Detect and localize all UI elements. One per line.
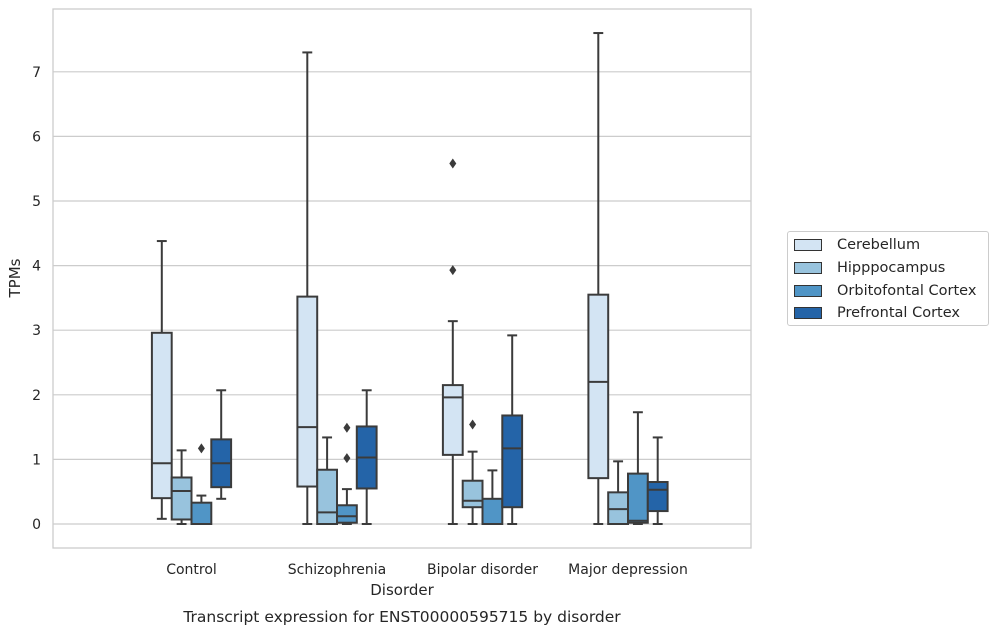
box-body [461,479,484,509]
legend-label-hippocampus: Hipppocampus [837,260,946,276]
box-body [587,293,610,480]
outlier-point [449,265,457,276]
legend-swatch-cerebellum [794,239,822,251]
box-cerebellum-1 [296,51,319,525]
x-tick-label-control: Control [166,562,217,578]
outlier-point [197,443,205,454]
legend-item-prefrontal-cortex: Prefrontal Cortex [794,304,960,322]
box-body [336,504,358,524]
y-axis-label: TPMs [6,258,24,298]
y-tick-label-5: 5 [32,194,41,210]
box-cerebellum-3 [587,32,610,525]
box-body [441,384,464,456]
x-tick-labels: Control Schizophrenia Bipolar disorder Majo… [166,562,688,578]
legend-swatch-prefrontal-cortex [794,307,822,319]
box-body [316,468,339,525]
box-cerebellum-2 [441,158,464,525]
box-prefrontal-cortex-0 [210,389,233,500]
legend-item-cerebellum: Cerebellum [794,236,920,254]
legend-label-orbitofrontal-cortex: Orbitofontal Cortex [837,283,977,299]
y-tick-label-1: 1 [32,452,41,468]
x-tick-label-major-depression: Major depression [568,562,688,578]
box-body [296,295,319,488]
outlier-point [343,453,351,464]
box-prefrontal-cortex-1 [355,389,378,525]
legend-swatch-hippocampus [794,262,822,274]
y-tick-label-0: 0 [32,517,41,533]
y-tick-labels: 0 1 2 3 4 5 6 7 [32,65,41,533]
box-hipppocampus-1 [316,436,339,525]
x-tick-label-schizophrenia: Schizophrenia [288,562,386,578]
y-tick-label-3: 3 [32,323,41,339]
box-hipppocampus-3 [607,460,630,526]
legend-item-orbitofrontal-cortex: Orbitofontal Cortex [794,282,976,300]
y-tick-label-2: 2 [32,388,41,404]
x-axis-label: Disorder [370,581,434,599]
box-body [501,414,524,509]
legend-label-prefrontal-cortex: Prefrontal Cortex [837,305,960,321]
box-prefrontal-cortex-3 [646,436,669,525]
box-orbitofontal-cortex-0 [190,443,213,526]
box-cerebellum-0 [150,240,173,520]
y-tick-label-4: 4 [32,259,41,275]
box-body [170,476,193,521]
box-body [627,472,649,524]
box-body [646,481,669,513]
legend: Cerebellum Hipppocampus Orbitofontal Cor… [787,231,989,326]
outlier-point [343,422,351,433]
chart-title: Transcript expression for ENST0000059571… [182,608,621,626]
outlier-point [449,158,457,169]
box-body [190,501,213,526]
y-tick-label-6: 6 [32,129,41,145]
box-orbitofontal-cortex-1 [336,422,358,525]
y-tick-label-7: 7 [32,65,41,81]
box-body [150,331,173,500]
legend-label-cerebellum: Cerebellum [837,237,921,253]
box-hipppocampus-2 [461,419,484,525]
box-prefrontal-cortex-2 [501,334,524,525]
legend-item-hippocampus: Hipppocampus [794,259,945,277]
box-body [481,497,504,525]
box-orbitofontal-cortex-2 [481,469,504,525]
box-series [150,32,669,526]
plot-frame [52,8,752,549]
outlier-point [469,419,477,430]
legend-swatch-orbitofrontal-cortex [794,285,822,297]
box-hipppocampus-0 [170,449,193,525]
box-orbitofontal-cortex-3 [627,411,649,525]
x-tick-label-bipolar-disorder: Bipolar disorder [427,562,538,578]
